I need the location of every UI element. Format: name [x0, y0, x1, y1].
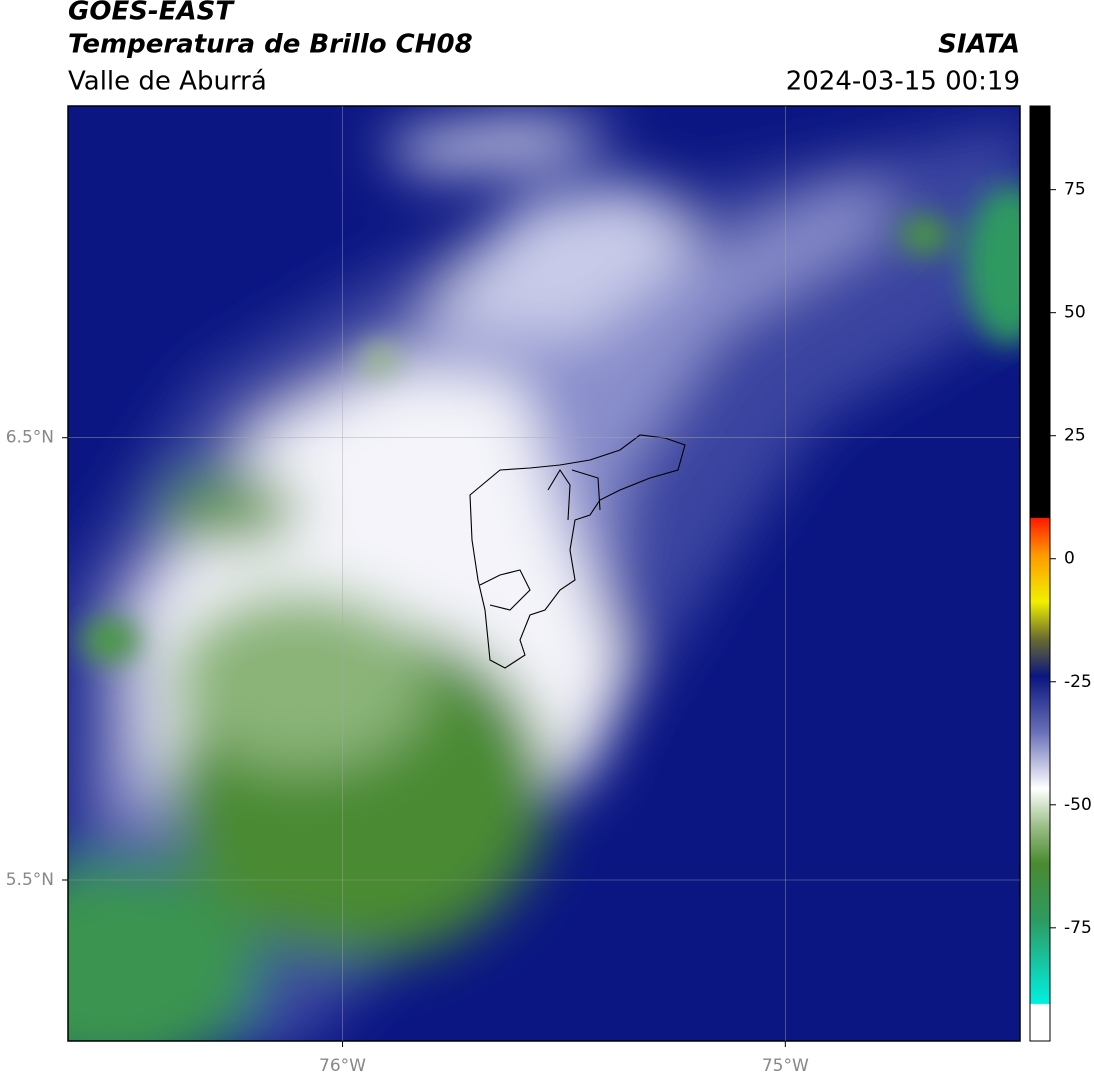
x-tick-label: 76°W [319, 1056, 366, 1076]
satellite-image [68, 106, 1020, 1041]
colorbar-tick-label: 0 [1064, 549, 1075, 569]
y-tick-label: 5.5°N [6, 870, 54, 890]
datetime: 2024-03-15 00:19 [786, 67, 1020, 97]
colorbar-tick-label: 50 [1064, 303, 1086, 323]
subtitle: Temperatura de Brillo CH08 [68, 30, 473, 60]
colorbar-tick-label: -25 [1064, 672, 1092, 692]
municipal-boundaries [469, 434, 686, 669]
colorbar-tick-label: 75 [1064, 180, 1086, 200]
colorbar-tick-label: -50 [1064, 795, 1092, 815]
colorbar-tick-label: 25 [1064, 426, 1086, 446]
map-frame [67, 105, 1021, 1042]
region: Valle de Aburrá [68, 67, 267, 97]
x-tick-label: 75°W [762, 1056, 809, 1076]
colorbar-tick-label: -75 [1064, 918, 1092, 938]
title: GOES-EAST [68, 0, 235, 27]
y-tick-label: 6.5°N [6, 428, 54, 448]
colorbar [1029, 105, 1051, 1042]
source: SIATA [938, 30, 1020, 60]
